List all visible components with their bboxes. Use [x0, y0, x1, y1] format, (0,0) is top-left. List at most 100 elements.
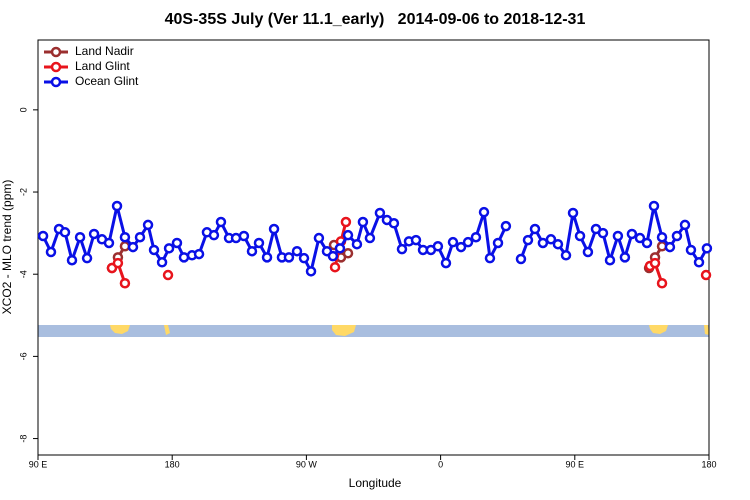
- y-tick-label: -2: [18, 188, 28, 196]
- data-point: [74, 231, 86, 243]
- data-point: [334, 243, 346, 254]
- data-point: [261, 252, 273, 263]
- data-point: [364, 232, 376, 244]
- data-point: [515, 253, 527, 265]
- legend-marker: [50, 61, 62, 73]
- data-point: [582, 246, 594, 258]
- data-point: [470, 231, 482, 243]
- data-point: [291, 245, 303, 257]
- data-point: [529, 223, 541, 235]
- data-point: [215, 216, 227, 228]
- y-tick-label: 0: [18, 107, 28, 112]
- land-shape: [110, 325, 130, 334]
- data-point: [103, 237, 115, 249]
- x-tick-label: 90 W: [296, 459, 318, 469]
- data-point: [560, 250, 572, 261]
- data-point: [119, 241, 131, 252]
- data-point: [626, 228, 638, 240]
- data-point: [119, 277, 131, 289]
- x-tick-label: 180: [165, 459, 180, 469]
- ocean-strip: [38, 325, 709, 337]
- data-point: [552, 238, 564, 250]
- chart-title: 40S-35S July (Ver 11.1_early) 2014-09-06…: [165, 11, 586, 28]
- data-point: [693, 257, 705, 268]
- data-point: [567, 207, 579, 219]
- data-point: [612, 230, 624, 242]
- data-point: [59, 227, 71, 238]
- land-shape: [649, 325, 668, 334]
- x-tick-label: 0: [438, 459, 443, 469]
- data-point: [679, 219, 691, 231]
- data-point: [283, 252, 295, 263]
- data-point: [111, 200, 123, 212]
- legend-label: Ocean Glint: [75, 74, 139, 88]
- data-point: [664, 241, 676, 253]
- data-point: [685, 244, 697, 256]
- data-point: [455, 241, 467, 253]
- data-point: [305, 266, 317, 277]
- data-point: [327, 250, 339, 262]
- data-point: [148, 244, 160, 256]
- data-point: [88, 228, 100, 240]
- x-tick-label: 180: [701, 459, 716, 469]
- data-point: [462, 236, 474, 248]
- data-point: [410, 234, 422, 246]
- land-shape: [164, 325, 170, 335]
- y-tick-label: -8: [18, 435, 28, 443]
- data-point: [340, 216, 352, 228]
- data-point: [522, 234, 534, 246]
- data-point: [388, 218, 400, 229]
- y-tick-label: -4: [18, 270, 28, 278]
- x-tick-label: 90 E: [566, 459, 585, 469]
- data-point: [656, 231, 668, 243]
- data-point: [208, 229, 220, 241]
- x-axis-title: Longitude: [349, 476, 402, 490]
- land-shape: [704, 325, 709, 335]
- data-point: [604, 254, 616, 266]
- data-point: [648, 200, 660, 212]
- data-point: [162, 269, 174, 281]
- data-point: [357, 216, 369, 228]
- data-point: [45, 246, 57, 258]
- data-point: [656, 277, 668, 289]
- y-axis-title: XCO2 - MLO trend (ppm): [0, 180, 14, 315]
- data-point: [634, 232, 646, 244]
- data-point: [298, 252, 310, 264]
- data-point: [619, 252, 631, 263]
- data-point: [440, 257, 452, 269]
- data-point: [671, 230, 683, 242]
- data-point: [246, 245, 258, 257]
- legend-marker: [50, 46, 62, 58]
- data-point: [112, 257, 124, 269]
- data-point: [178, 252, 190, 263]
- map-strip: [38, 325, 709, 337]
- data-point: [142, 219, 154, 231]
- legend-label: Land Nadir: [75, 44, 134, 58]
- data-point: [37, 230, 49, 242]
- data-point: [447, 236, 459, 248]
- data-point: [342, 229, 354, 241]
- data-point: [597, 227, 609, 239]
- data-point: [163, 243, 175, 254]
- data-point: [545, 234, 557, 245]
- data-point: [374, 207, 386, 219]
- legend-marker: [50, 76, 62, 88]
- data-point: [484, 252, 496, 264]
- land-shape: [332, 325, 356, 336]
- data-point: [156, 257, 168, 268]
- data-point: [238, 230, 250, 242]
- data-point: [492, 237, 504, 249]
- data-point: [396, 243, 408, 255]
- data-point: [574, 230, 586, 242]
- x-tick-label: 90 E: [29, 459, 48, 469]
- data-point: [478, 206, 490, 218]
- data-point: [134, 231, 146, 243]
- data-point: [329, 261, 341, 273]
- data-point: [81, 252, 93, 264]
- data-point: [253, 237, 265, 249]
- data-point: [171, 237, 183, 249]
- data-point: [500, 220, 512, 232]
- data-point: [701, 243, 713, 254]
- legend-label: Land Glint: [75, 59, 130, 73]
